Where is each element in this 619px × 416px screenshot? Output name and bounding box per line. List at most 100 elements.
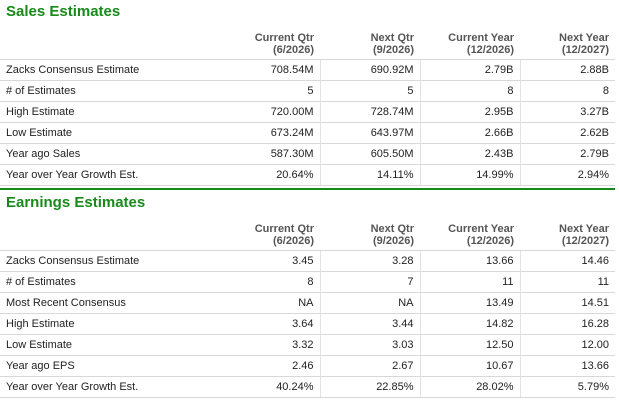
table-cell: 720.00M — [220, 101, 320, 123]
table-cell: 20.64% — [220, 164, 320, 186]
table-row: Year over Year Growth Est. 40.24% 22.85% 28… — [0, 376, 615, 398]
table-cell: 5 — [319, 80, 420, 102]
row-label: Zacks Consensus Estimate — [0, 59, 220, 81]
column-header-date: (12/2026) — [466, 235, 514, 247]
table-cell: 3.32 — [220, 334, 320, 356]
table-cell: 8 — [220, 271, 320, 293]
table-cell: 40.24% — [220, 376, 320, 398]
table-cell: 14.99% — [419, 164, 520, 186]
row-label: Year over Year Growth Est. — [0, 376, 220, 398]
table-cell: 5.79% — [519, 376, 615, 398]
table-cell: 16.28 — [519, 313, 615, 335]
earnings-estimates-section: Earnings Estimates Current Qtr (6/2026) Ne… — [0, 191, 619, 398]
table-cell: NA — [319, 292, 420, 314]
column-header: Next Year (12/2027) — [520, 26, 615, 60]
table-row: Low Estimate 673.24M 643.97M 2.66B 2.62B — [0, 122, 615, 144]
table-cell: 2.79B — [519, 143, 615, 165]
column-header-date: (12/2027) — [561, 235, 609, 247]
table-cell: 12.00 — [519, 334, 615, 356]
column-header-period: Current Year — [448, 32, 514, 44]
column-header-period: Next Qtr — [370, 32, 414, 44]
table-row: Year ago EPS 2.46 2.67 10.67 13.66 — [0, 355, 615, 377]
table-row: # of Estimates 5 5 8 8 — [0, 80, 615, 102]
earnings-table-header: Current Qtr (6/2026) Next Qtr (9/2026) Curre… — [0, 217, 615, 251]
table-cell: 2.67 — [319, 355, 420, 377]
row-label: # of Estimates — [0, 80, 220, 102]
table-cell: 7 — [319, 271, 420, 293]
sales-estimates-section: Sales Estimates Current Qtr (6/2026) Next … — [0, 0, 619, 190]
row-label: Zacks Consensus Estimate — [0, 250, 220, 272]
column-header: Next Year (12/2027) — [520, 217, 615, 251]
table-cell: 12.50 — [419, 334, 520, 356]
column-header: Current Year (12/2026) — [420, 217, 520, 251]
column-header: Current Year (12/2026) — [420, 26, 520, 60]
earnings-estimates-table: Current Qtr (6/2026) Next Qtr (9/2026) Curre… — [0, 217, 615, 398]
column-header-period: Next Year — [559, 223, 609, 235]
sales-table-body: Zacks Consensus Estimate 708.54M 690.92M 2.… — [0, 59, 615, 186]
row-label: Low Estimate — [0, 122, 220, 144]
column-header-date: (9/2026) — [373, 44, 414, 56]
table-cell: 2.46 — [220, 355, 320, 377]
table-cell: 8 — [519, 80, 615, 102]
table-cell: 643.97M — [319, 122, 420, 144]
table-row: Zacks Consensus Estimate 708.54M 690.92M 2.… — [0, 59, 615, 81]
table-cell: 3.44 — [319, 313, 420, 335]
earnings-estimates-title: Earnings Estimates — [6, 194, 146, 211]
table-cell: 13.66 — [419, 250, 520, 272]
table-cell: 587.30M — [220, 143, 320, 165]
column-header-period: Current Qtr — [254, 223, 314, 235]
table-row: Zacks Consensus Estimate 3.45 3.28 13.66 14.… — [0, 250, 615, 272]
row-label: Most Recent Consensus — [0, 292, 220, 314]
column-header-date: (6/2026) — [273, 235, 314, 247]
table-row: Year over Year Growth Est. 20.64% 14.11% 14… — [0, 164, 615, 186]
sales-table-header: Current Qtr (6/2026) Next Qtr (9/2026) Curre… — [0, 26, 615, 60]
sales-estimates-table: Current Qtr (6/2026) Next Qtr (9/2026) Curre… — [0, 26, 615, 186]
table-cell: 22.85% — [319, 376, 420, 398]
column-header: Current Qtr (6/2026) — [220, 217, 320, 251]
table-cell: 3.27B — [519, 101, 615, 123]
table-cell: NA — [220, 292, 320, 314]
table-cell: 2.62B — [519, 122, 615, 144]
table-cell: 13.66 — [519, 355, 615, 377]
table-cell: 5 — [220, 80, 320, 102]
table-row: High Estimate 3.64 3.44 14.82 16.28 — [0, 313, 615, 335]
row-label: High Estimate — [0, 313, 220, 335]
row-label: Year ago EPS — [0, 355, 220, 377]
column-header-date: (9/2026) — [373, 235, 414, 247]
table-row: Most Recent Consensus NA NA 13.49 14.51 — [0, 292, 615, 314]
table-cell: 2.88B — [519, 59, 615, 81]
row-label-header — [0, 217, 220, 251]
table-cell: 2.43B — [419, 143, 520, 165]
table-cell: 11 — [419, 271, 520, 293]
table-row: High Estimate 720.00M 728.74M 2.95B 3.27B — [0, 101, 615, 123]
table-row: Low Estimate 3.32 3.03 12.50 12.00 — [0, 334, 615, 356]
row-label: High Estimate — [0, 101, 220, 123]
column-header: Next Qtr (9/2026) — [320, 26, 420, 60]
table-cell: 13.49 — [419, 292, 520, 314]
sales-estimates-title: Sales Estimates — [6, 3, 121, 20]
table-cell: 605.50M — [319, 143, 420, 165]
column-header-period: Next Qtr — [370, 223, 414, 235]
table-row: Year ago Sales 587.30M 605.50M 2.43B 2.79B — [0, 143, 615, 165]
table-cell: 708.54M — [220, 59, 320, 81]
table-cell: 10.67 — [419, 355, 520, 377]
column-header-period: Current Year — [448, 223, 514, 235]
row-label-header — [0, 26, 220, 60]
section-divider — [0, 188, 615, 190]
column-header-date: (6/2026) — [273, 44, 314, 56]
table-cell: 3.03 — [319, 334, 420, 356]
table-row: # of Estimates 8 7 11 11 — [0, 271, 615, 293]
table-cell: 14.51 — [519, 292, 615, 314]
table-cell: 728.74M — [319, 101, 420, 123]
row-label: Low Estimate — [0, 334, 220, 356]
table-cell: 14.46 — [519, 250, 615, 272]
table-cell: 8 — [419, 80, 520, 102]
column-header: Next Qtr (9/2026) — [320, 217, 420, 251]
column-header: Current Qtr (6/2026) — [220, 26, 320, 60]
table-cell: 673.24M — [220, 122, 320, 144]
column-header-date: (12/2027) — [561, 44, 609, 56]
table-cell: 14.11% — [319, 164, 420, 186]
earnings-table-body: Zacks Consensus Estimate 3.45 3.28 13.66 14.… — [0, 250, 615, 398]
column-header-period: Current Qtr — [254, 32, 314, 44]
table-cell: 2.94% — [519, 164, 615, 186]
